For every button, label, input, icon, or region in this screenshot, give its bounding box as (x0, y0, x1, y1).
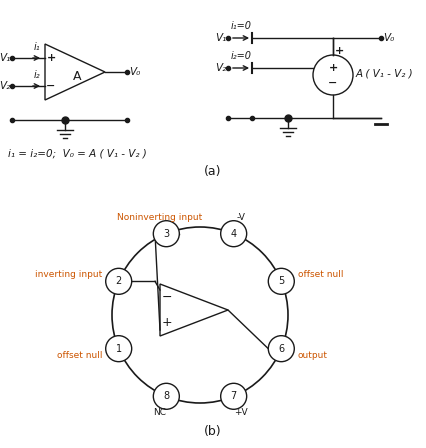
Text: 1: 1 (115, 344, 122, 353)
Text: V₁: V₁ (0, 53, 10, 63)
Circle shape (106, 268, 132, 294)
Text: 8: 8 (163, 391, 170, 401)
Circle shape (221, 383, 247, 409)
Text: 5: 5 (278, 276, 285, 286)
Text: +: + (335, 46, 344, 56)
Text: 6: 6 (278, 344, 285, 353)
Circle shape (221, 221, 247, 247)
Circle shape (153, 221, 179, 247)
Circle shape (106, 336, 132, 362)
Text: −: − (162, 290, 172, 303)
Text: −: − (46, 81, 56, 91)
Text: −: − (328, 78, 338, 88)
Text: 3: 3 (163, 228, 170, 239)
Text: V₀: V₀ (383, 33, 394, 43)
Text: -V: -V (236, 212, 245, 222)
Text: 4: 4 (230, 228, 237, 239)
Text: NC: NC (153, 409, 166, 418)
Text: V₁: V₁ (215, 33, 226, 43)
Text: (a): (a) (204, 165, 222, 178)
Circle shape (153, 383, 179, 409)
Text: offset null: offset null (57, 351, 102, 360)
Text: i₁ = i₂=0;  V₀ = A ( V₁ - V₂ ): i₁ = i₂=0; V₀ = A ( V₁ - V₂ ) (8, 149, 147, 159)
Text: Noninverting input: Noninverting input (117, 212, 202, 222)
Text: offset null: offset null (298, 270, 343, 279)
Text: 2: 2 (115, 276, 122, 286)
Text: A ( V₁ - V₂ ): A ( V₁ - V₂ ) (356, 68, 414, 78)
Text: (b): (b) (204, 426, 222, 439)
Text: inverting input: inverting input (35, 270, 102, 279)
Text: V₀: V₀ (129, 67, 140, 77)
Text: +: + (162, 316, 172, 329)
Text: +: + (46, 53, 56, 63)
Text: V₂: V₂ (215, 63, 226, 73)
Text: i₂=0: i₂=0 (230, 51, 251, 61)
Text: i₁: i₁ (34, 42, 40, 52)
Text: i₂: i₂ (34, 70, 40, 80)
Text: 7: 7 (230, 391, 237, 401)
Text: i₁=0: i₁=0 (230, 21, 251, 31)
Text: output: output (298, 351, 328, 360)
Text: +V: +V (234, 409, 248, 418)
Text: A: A (73, 69, 81, 82)
Circle shape (268, 268, 294, 294)
Text: +: + (328, 63, 338, 73)
Text: V₂: V₂ (0, 81, 10, 91)
Circle shape (268, 336, 294, 362)
